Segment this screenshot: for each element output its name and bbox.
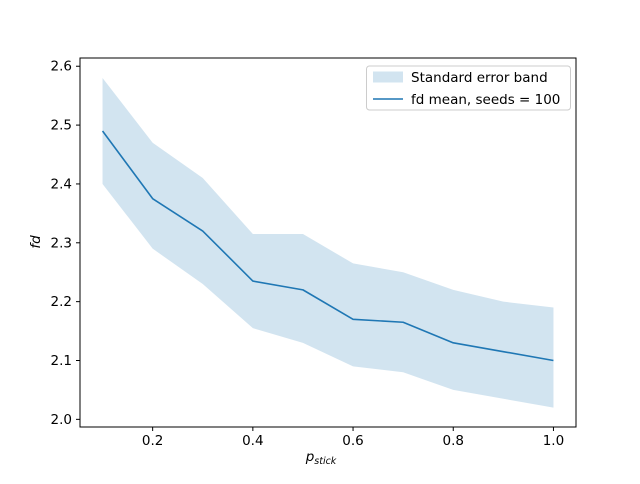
std-error-band (102, 78, 554, 408)
mean-line (101, 130, 554, 362)
x-axis-label-subscript: stick (314, 456, 337, 467)
legend-entry-line-label: fd mean, seeds = 100 (411, 92, 560, 108)
x-tick-label: 0.6 (342, 433, 363, 449)
y-tick-label: 2.2 (51, 294, 72, 310)
y-axis-label: fd (28, 235, 44, 249)
legend-entry-band-label: Standard error band (411, 70, 548, 86)
y-tick-label: 2.1 (51, 353, 72, 369)
x-tick-label: 0.2 (142, 433, 163, 449)
legend-box (366, 65, 571, 111)
y-tick-label: 2.0 (51, 412, 72, 428)
y-axis-ticks: 2.0 2.1 2.2 2.3 2.4 2.5 2.6 (51, 59, 80, 428)
x-tick-label: 0.4 (242, 433, 263, 449)
legend-band-swatch (373, 71, 403, 83)
y-tick-label: 2.6 (51, 59, 72, 75)
y-tick-label: 2.3 (51, 235, 72, 251)
x-axis-ticks: 0.2 0.4 0.6 0.8 1.0 (142, 427, 564, 449)
legend: Standard error band fd mean, seeds = 100 (366, 65, 571, 111)
y-tick-label: 2.4 (51, 176, 72, 192)
y-tick-label: 2.5 (51, 118, 72, 134)
x-axis-label-base: p (305, 449, 315, 465)
x-axis-label: pstick (305, 449, 337, 467)
x-tick-label: 1.0 (543, 433, 564, 449)
x-tick-label: 0.8 (443, 433, 464, 449)
